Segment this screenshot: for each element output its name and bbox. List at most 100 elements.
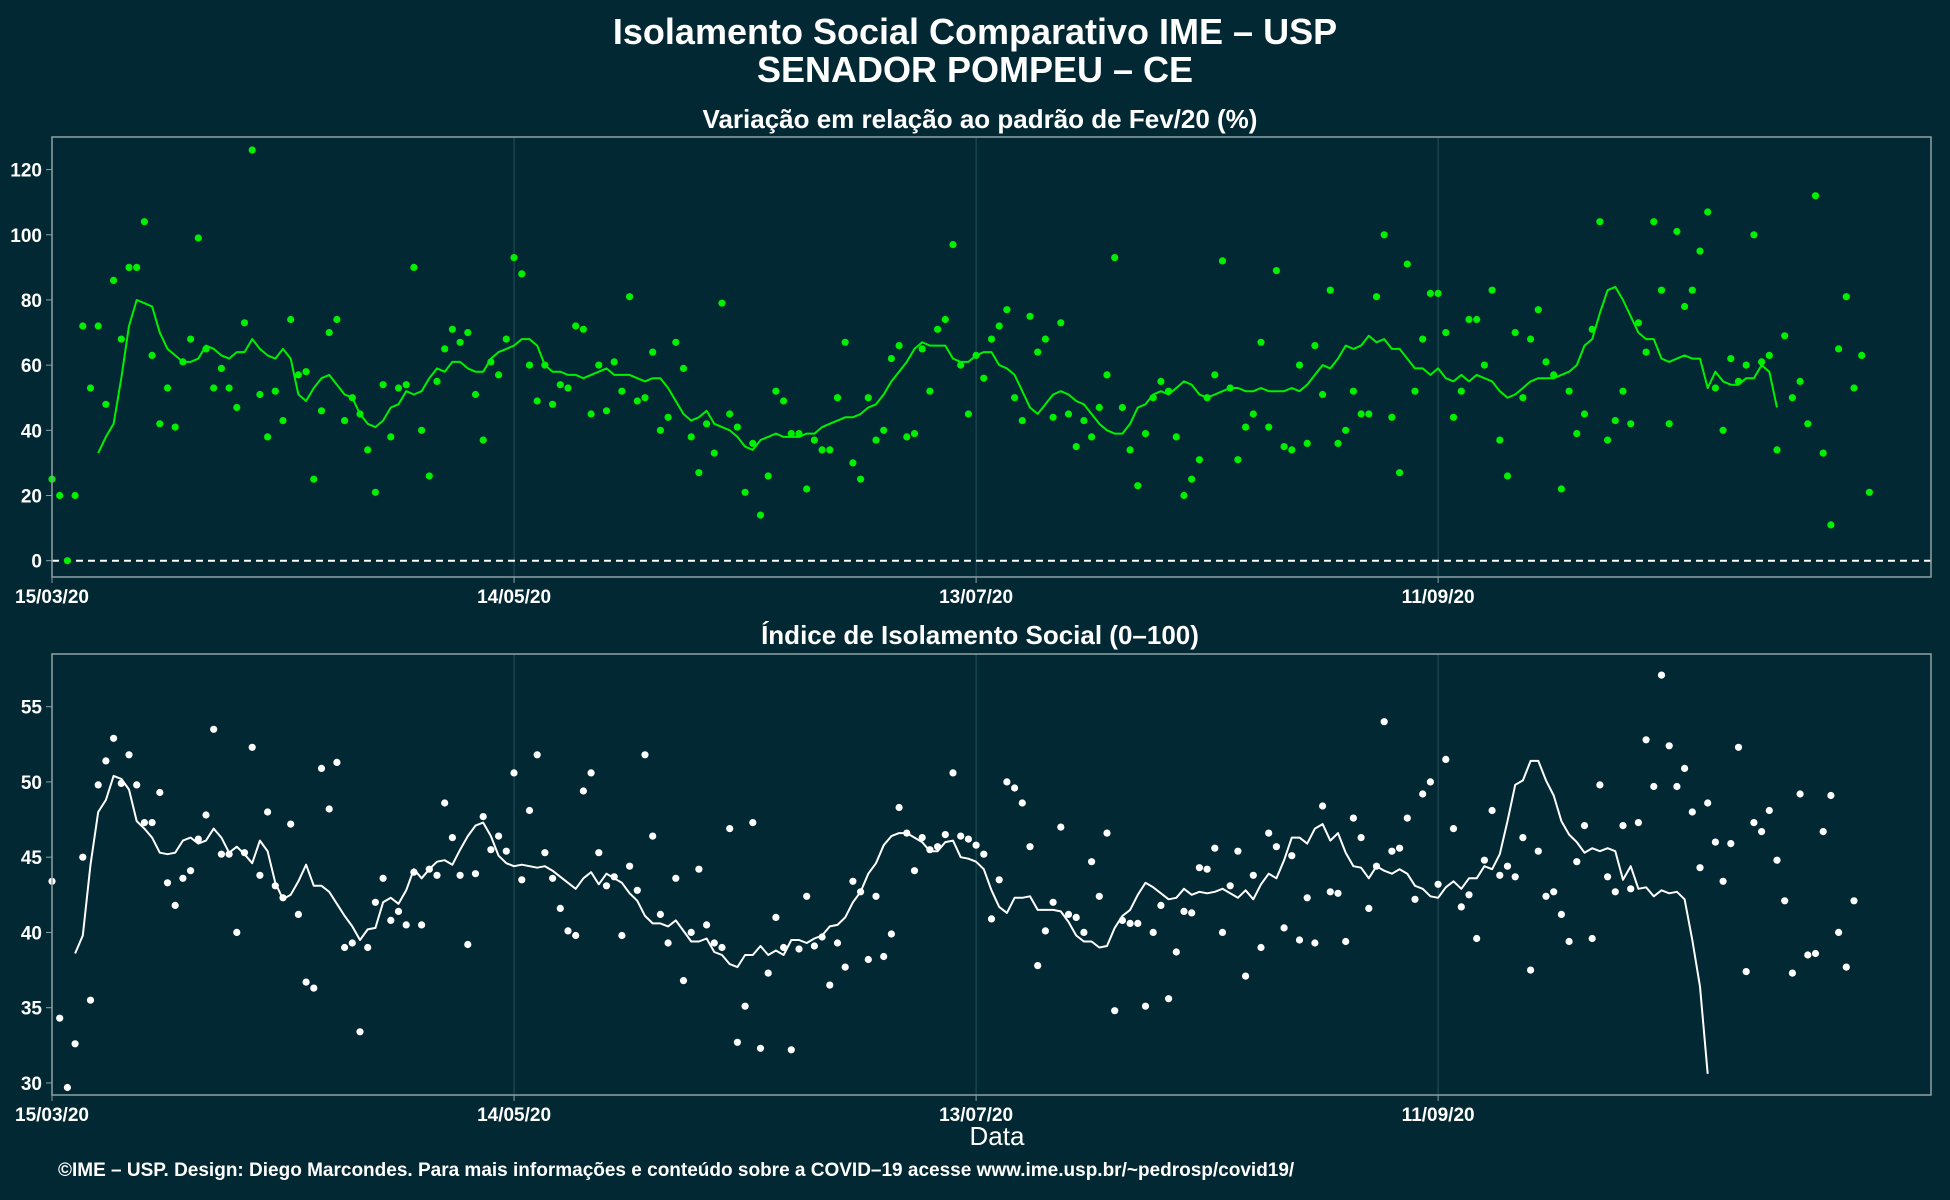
data-point <box>1234 847 1242 855</box>
data-point <box>333 758 341 767</box>
data-point <box>1465 891 1473 899</box>
data-point <box>502 847 510 855</box>
data-point <box>941 831 949 839</box>
data-point <box>1580 822 1589 830</box>
data-point <box>294 371 302 379</box>
data-point <box>833 939 842 947</box>
data-point <box>1172 948 1180 956</box>
data-point <box>394 907 403 916</box>
data-point <box>1850 897 1858 905</box>
data-point <box>1627 885 1635 893</box>
data-point <box>256 390 264 399</box>
data-point <box>1734 743 1743 751</box>
data-point <box>587 410 595 418</box>
data-point <box>1211 371 1219 379</box>
data-point <box>1080 928 1088 937</box>
data-point <box>756 1044 765 1052</box>
data-point <box>1550 888 1558 896</box>
data-point <box>1426 778 1434 786</box>
data-point <box>1727 840 1735 848</box>
data-point <box>918 345 926 353</box>
data-point <box>1596 781 1604 789</box>
data-point <box>941 315 949 324</box>
data-point <box>518 876 526 884</box>
data-point <box>1457 387 1465 395</box>
data-point <box>525 361 534 369</box>
data-point <box>1819 449 1827 457</box>
data-point <box>1704 208 1712 216</box>
data-point <box>1488 806 1496 815</box>
data-point <box>880 426 888 434</box>
data-point <box>656 910 665 919</box>
data-point <box>1719 877 1727 885</box>
data-point <box>849 877 857 885</box>
data-point <box>957 832 965 840</box>
data-point <box>626 862 634 870</box>
data-point <box>1326 888 1334 896</box>
x-tick-label: 11/09/20 <box>1402 587 1475 608</box>
data-point <box>1095 892 1103 900</box>
data-point <box>1311 939 1319 947</box>
data-point <box>803 485 811 493</box>
data-point <box>1673 227 1681 236</box>
data-point <box>1388 847 1396 855</box>
data-point <box>703 921 711 929</box>
data-point <box>1303 439 1311 447</box>
data-point <box>425 472 433 480</box>
data-point <box>1758 828 1766 836</box>
data-point <box>1072 443 1080 451</box>
data-point <box>1688 808 1696 816</box>
data-point <box>163 879 172 887</box>
data-point <box>556 904 564 913</box>
data-point <box>1542 358 1550 366</box>
y-tick-label: 80 <box>21 291 42 312</box>
data-point <box>240 849 249 857</box>
data-point <box>1141 430 1150 438</box>
data-point <box>1365 410 1373 418</box>
data-point <box>1426 289 1434 297</box>
data-point <box>1657 671 1666 679</box>
data-point <box>618 387 626 395</box>
data-point <box>1865 488 1873 496</box>
data-point <box>1642 348 1650 356</box>
data-point <box>633 397 641 405</box>
data-point <box>1026 312 1034 320</box>
panel-border <box>51 136 1932 578</box>
data-point <box>1034 348 1042 356</box>
data-point <box>86 996 95 1004</box>
data-point <box>1242 423 1250 431</box>
data-point <box>910 867 919 875</box>
data-point <box>1496 436 1504 444</box>
data-point <box>726 825 734 833</box>
data-point <box>726 410 734 418</box>
data-point <box>1080 417 1088 425</box>
data-point <box>733 423 742 431</box>
data-point <box>317 764 326 773</box>
data-point <box>1334 889 1342 897</box>
data-point <box>687 433 695 441</box>
data-point <box>1419 790 1427 798</box>
x-tick-label: 11/09/20 <box>1402 1105 1475 1126</box>
data-point <box>618 931 626 940</box>
data-point <box>1211 844 1219 852</box>
data-point <box>1226 882 1234 890</box>
data-point <box>1465 315 1473 324</box>
data-point <box>518 270 526 278</box>
data-point <box>364 943 372 952</box>
data-point <box>602 407 611 415</box>
data-point <box>880 952 888 961</box>
data-point <box>1149 928 1157 937</box>
data-point <box>1357 410 1365 418</box>
data-point <box>1434 289 1442 297</box>
moving-average-line <box>97 285 1778 454</box>
data-point <box>887 930 896 938</box>
data-point <box>379 381 387 389</box>
data-point <box>1796 790 1804 798</box>
y-tick-label: 45 <box>21 848 43 869</box>
data-point <box>86 384 95 392</box>
data-point <box>810 436 819 444</box>
data-point <box>1503 472 1512 480</box>
data-point <box>572 322 580 330</box>
data-point <box>1411 895 1419 903</box>
data-point <box>1788 394 1796 402</box>
